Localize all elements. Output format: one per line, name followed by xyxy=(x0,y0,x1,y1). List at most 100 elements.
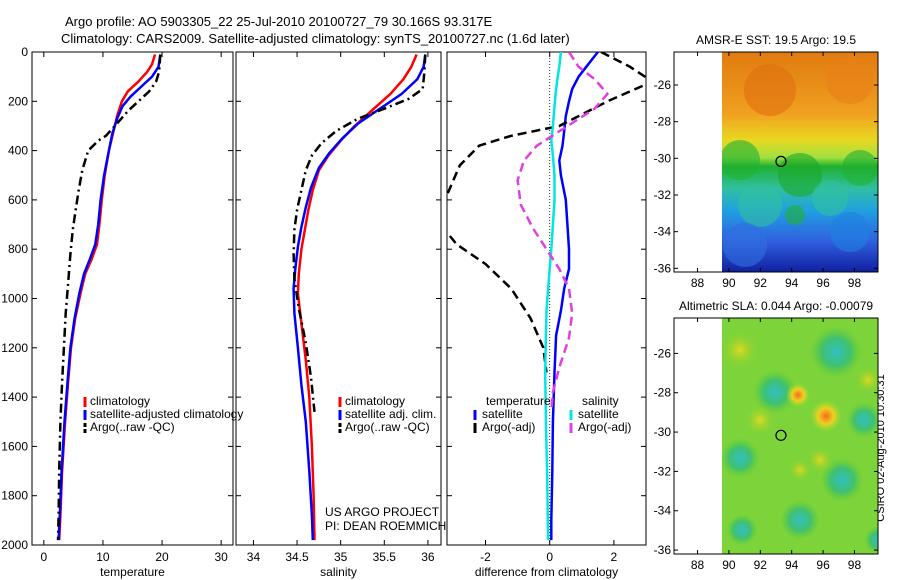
x-axis-label: temperature xyxy=(100,565,165,579)
map-y-tick-label: -36 xyxy=(654,543,672,557)
map-y-tick-label: -30 xyxy=(654,151,672,165)
map-field xyxy=(722,318,878,554)
sla-mid-patch xyxy=(788,458,812,482)
legend-label: Argo(..raw -QC) xyxy=(90,420,175,434)
x-tick-label: 34 xyxy=(247,550,261,564)
map-y-tick-label: -36 xyxy=(654,261,672,275)
sst-patch xyxy=(785,205,805,225)
series-line xyxy=(56,54,162,541)
map-y-tick-label: -34 xyxy=(654,504,672,518)
sst-patch xyxy=(738,183,782,227)
map-x-tick-label: 98 xyxy=(848,558,862,572)
x-tick-label: 30 xyxy=(214,550,228,564)
sla-high-eddy xyxy=(810,400,842,432)
series-line xyxy=(296,54,418,541)
sla-low-eddy xyxy=(820,458,864,502)
temperature-panel: 0 10 20 30 temperature 0 200 400 600 800 1000 1200 1… xyxy=(1,45,234,579)
y-tick-label: 1400 xyxy=(1,390,28,404)
series-line xyxy=(447,52,646,373)
map-x-tick-label: 96 xyxy=(816,276,830,290)
y-tick-label: 800 xyxy=(8,242,28,256)
sla-low-eddy xyxy=(846,402,878,438)
series-line xyxy=(292,54,427,413)
map-y-tick-label: -30 xyxy=(654,425,672,439)
series-line xyxy=(292,54,427,541)
sla-mid-patch xyxy=(806,446,834,474)
map-field xyxy=(674,52,878,272)
sla-low-eddy xyxy=(726,514,758,546)
legend-label: Argo(-adj) xyxy=(578,420,631,434)
y-tick-label: 0 xyxy=(21,45,28,59)
sst_map-panel: AMSR-E SST: 19.5 Argo: 19.5 88 90 92 94 96 98 -… xyxy=(654,33,879,290)
legend-group-title: salinity xyxy=(582,394,619,408)
legend-label: climatology xyxy=(345,394,405,408)
y-tick-label: 1200 xyxy=(1,341,28,355)
map-title: AMSR-E SST: 19.5 Argo: 19.5 xyxy=(696,33,856,47)
land-mask xyxy=(674,52,722,272)
y-tick-label: 200 xyxy=(8,94,28,108)
map-x-tick-label: 92 xyxy=(754,276,768,290)
map-frame xyxy=(673,51,879,273)
sst-patch xyxy=(778,153,822,197)
legend-group-title: temperature xyxy=(486,394,551,408)
y-tick-label: 2000 xyxy=(1,538,28,552)
sla-high-eddy xyxy=(786,383,810,407)
legend-label: satellite xyxy=(482,407,523,421)
pi-credit: PI: DEAN ROEMMICH xyxy=(325,519,446,533)
sla-low-eddy xyxy=(753,370,797,414)
salinity-panel: 34 34.5 35 35.5 36 salinity xyxy=(235,51,442,579)
x-tick-label: 10 xyxy=(96,550,110,564)
y-tick-label: 1000 xyxy=(1,292,28,306)
sst-patch xyxy=(812,180,848,216)
y-tick-label: 400 xyxy=(8,144,28,158)
sst-patch xyxy=(723,223,767,267)
float-position-marker xyxy=(775,155,787,167)
map-y-tick-label: -32 xyxy=(654,188,672,202)
legend-label: satellite adj. clim. xyxy=(345,407,436,421)
sla-low-eddy xyxy=(722,438,760,478)
x-tick-label: 0 xyxy=(40,550,47,564)
map-x-tick-label: 94 xyxy=(785,558,799,572)
legend-label: Argo(..raw -QC) xyxy=(345,420,430,434)
chart-title-line2: Climatology: CARS2009. Satellite-adjuste… xyxy=(61,31,570,46)
map-x-tick-label: 92 xyxy=(754,558,768,572)
x-axis-label: difference from climatology xyxy=(475,565,618,579)
sla-mid-patch xyxy=(744,404,776,436)
sst-patch xyxy=(744,64,796,116)
legend-label: Argo(-adj) xyxy=(482,420,535,434)
legend-label: satellite xyxy=(578,407,619,421)
map-x-tick-label: 96 xyxy=(816,558,830,572)
map-y-tick-label: -26 xyxy=(654,346,672,360)
series-line xyxy=(57,54,157,541)
map-y-tick-label: -28 xyxy=(654,115,672,129)
sla-low-eddy xyxy=(810,326,862,378)
sst-patch xyxy=(842,150,878,186)
legend-label: climatology xyxy=(90,394,150,408)
x-tick-label: 35 xyxy=(334,550,348,564)
series-line xyxy=(543,52,563,541)
x-tick-label: 0 xyxy=(546,550,553,564)
sla_map-panel: Altimetric SLA: 0.044 Argo: -0.00079 88 90… xyxy=(654,299,879,572)
sst-patch xyxy=(722,140,760,180)
x-tick-label: 35.5 xyxy=(373,550,397,564)
map-x-tick-label: 98 xyxy=(848,276,862,290)
map-y-tick-label: -34 xyxy=(654,225,672,239)
sla-low-eddy xyxy=(780,500,820,540)
x-tick-label: 2 xyxy=(611,550,618,564)
float-position-marker xyxy=(775,429,787,441)
x-tick-label: 34.5 xyxy=(285,550,309,564)
map-x-tick-label: 90 xyxy=(722,276,736,290)
map-x-tick-label: 88 xyxy=(691,276,705,290)
sla-low-eddy xyxy=(864,526,878,554)
x-tick-label: 20 xyxy=(155,550,169,564)
map-y-tick-label: -26 xyxy=(654,78,672,92)
map-x-tick-label: 90 xyxy=(722,558,736,572)
x-tick-label: -2 xyxy=(480,550,491,564)
map-x-tick-label: 88 xyxy=(691,558,705,572)
map-y-tick-label: -32 xyxy=(654,464,672,478)
series-line xyxy=(516,52,609,413)
map-frame xyxy=(673,317,879,555)
x-axis-label: salinity xyxy=(320,565,357,579)
project-credit: US ARGO PROJECT xyxy=(325,505,440,519)
